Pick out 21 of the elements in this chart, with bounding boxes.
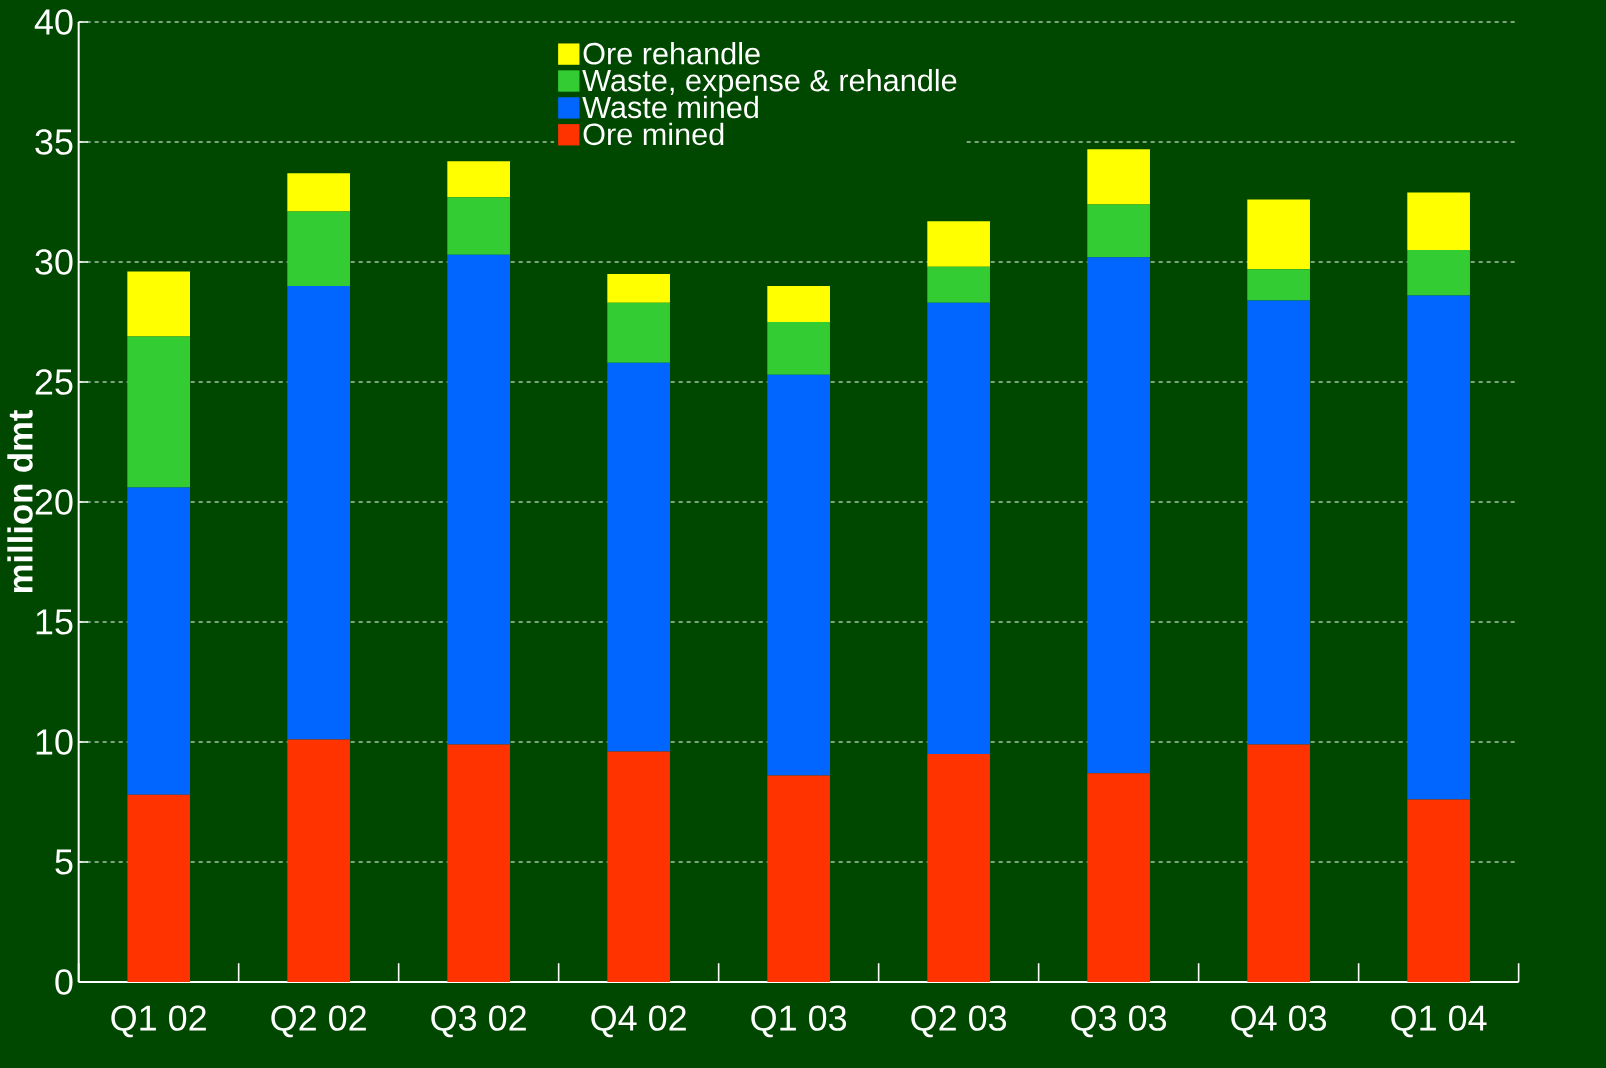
y-tick-label: 35 [35,129,73,155]
x-tick-label: Q2 02 [271,1005,366,1038]
x-tick-label: Q1 03 [751,1005,847,1038]
x-tick-label: Q4 03 [1231,1005,1327,1038]
x-tick-label: Q3 03 [1071,1005,1167,1038]
legend-label: Ore rehandle [583,41,760,65]
y-tick-label: 20 [35,489,73,515]
y-axis-title: million dmt [7,409,33,593]
x-tick-label: Q4 02 [591,1005,686,1038]
legend-label: Ore mined [583,122,724,146]
y-tick-label: 15 [36,609,73,635]
x-tick-label: Q1 02 [111,1005,206,1038]
x-tick-label: Q1 04 [1391,1005,1487,1038]
y-tick-label: 5 [55,849,73,875]
x-tick-label: Q3 02 [431,1005,526,1038]
y-tick-label: 0 [55,969,73,995]
y-tick-label: 30 [35,249,73,275]
x-tick-label: Q2 03 [911,1005,1007,1038]
y-tick-label: 25 [35,369,73,395]
y-tick-label: 40 [34,9,73,35]
y-tick-label: 10 [36,729,73,755]
